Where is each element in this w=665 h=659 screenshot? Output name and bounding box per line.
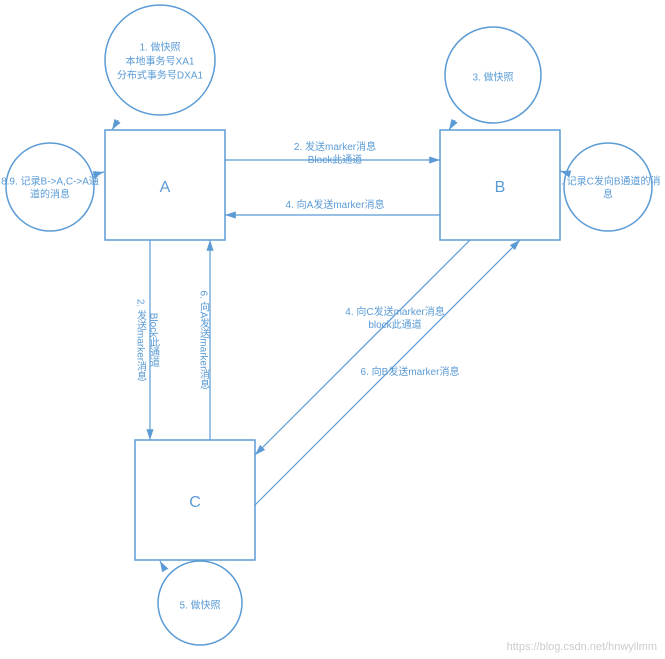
edge-b-to-c — [255, 240, 470, 455]
edge-bc-line2: block此通道 — [368, 318, 421, 331]
loop-b-top: 3. 做快照 — [445, 27, 541, 123]
loop-c-bottom-line1: 5. 做快照 — [179, 599, 220, 612]
edge-bc-line1: 4. 向C发送marker消息 — [345, 305, 444, 318]
loop-c-bot-arrow — [160, 561, 165, 570]
edge-ba-line1: 4. 向A发送marker消息 — [286, 198, 385, 211]
loop-a-left-line2: 道的消息 — [30, 188, 70, 201]
node-b-label: B — [495, 179, 506, 196]
loop-a-left-arrow — [92, 172, 104, 175]
loop-a-left: 8.9. 记录B->A,C->A通 道的消息 — [1, 143, 99, 231]
edge-ac-line2: Block此通道 — [148, 313, 160, 367]
loop-a-top-line3: 分布式事务号DXA1 — [117, 69, 204, 82]
edge-cb-line1: 6. 向B发送marker消息 — [361, 365, 460, 378]
loop-b-top-arrow — [449, 120, 455, 130]
node-b: B — [440, 130, 560, 240]
loop-a-top-line2: 本地事务号XA1 — [126, 55, 195, 68]
node-c: C — [135, 440, 255, 560]
edge-ab-line2: Block此通道 — [308, 153, 362, 166]
edge-ca-line1: 6. 向A发送marker消息 — [198, 291, 210, 390]
loop-b-right: 7. 记录C发向B通道的消 息 — [555, 143, 660, 231]
loop-a-top: 1. 做快照 本地事务号XA1 分布式事务号DXA1 — [105, 5, 215, 115]
node-a-label: A — [160, 179, 171, 196]
watermark-text: https://blog.csdn.net/hnwyllmm — [507, 641, 657, 653]
edge-ab-line1: 2. 发送marker消息 — [294, 140, 376, 153]
loop-a-left-line1: 8.9. 记录B->A,C->A通 — [1, 176, 99, 188]
loop-a-top-line1: 1. 做快照 — [139, 41, 180, 54]
loop-b-right-line2: 息 — [603, 188, 613, 201]
edge-ac-line1: 2. 发送marker消息 — [135, 299, 147, 381]
loop-c-bottom: 5. 做快照 — [158, 561, 242, 645]
loop-b-right-line1: 7. 记录C发向B通道的消 — [555, 175, 660, 188]
diagram-canvas: 1. 做快照 本地事务号XA1 分布式事务号DXA1 8.9. 记录B->A,C… — [0, 0, 665, 659]
node-c-label: C — [189, 494, 201, 511]
loop-b-top-line1: 3. 做快照 — [472, 71, 513, 84]
loop-a-top-arrow — [112, 120, 118, 130]
node-a: A — [105, 130, 225, 240]
